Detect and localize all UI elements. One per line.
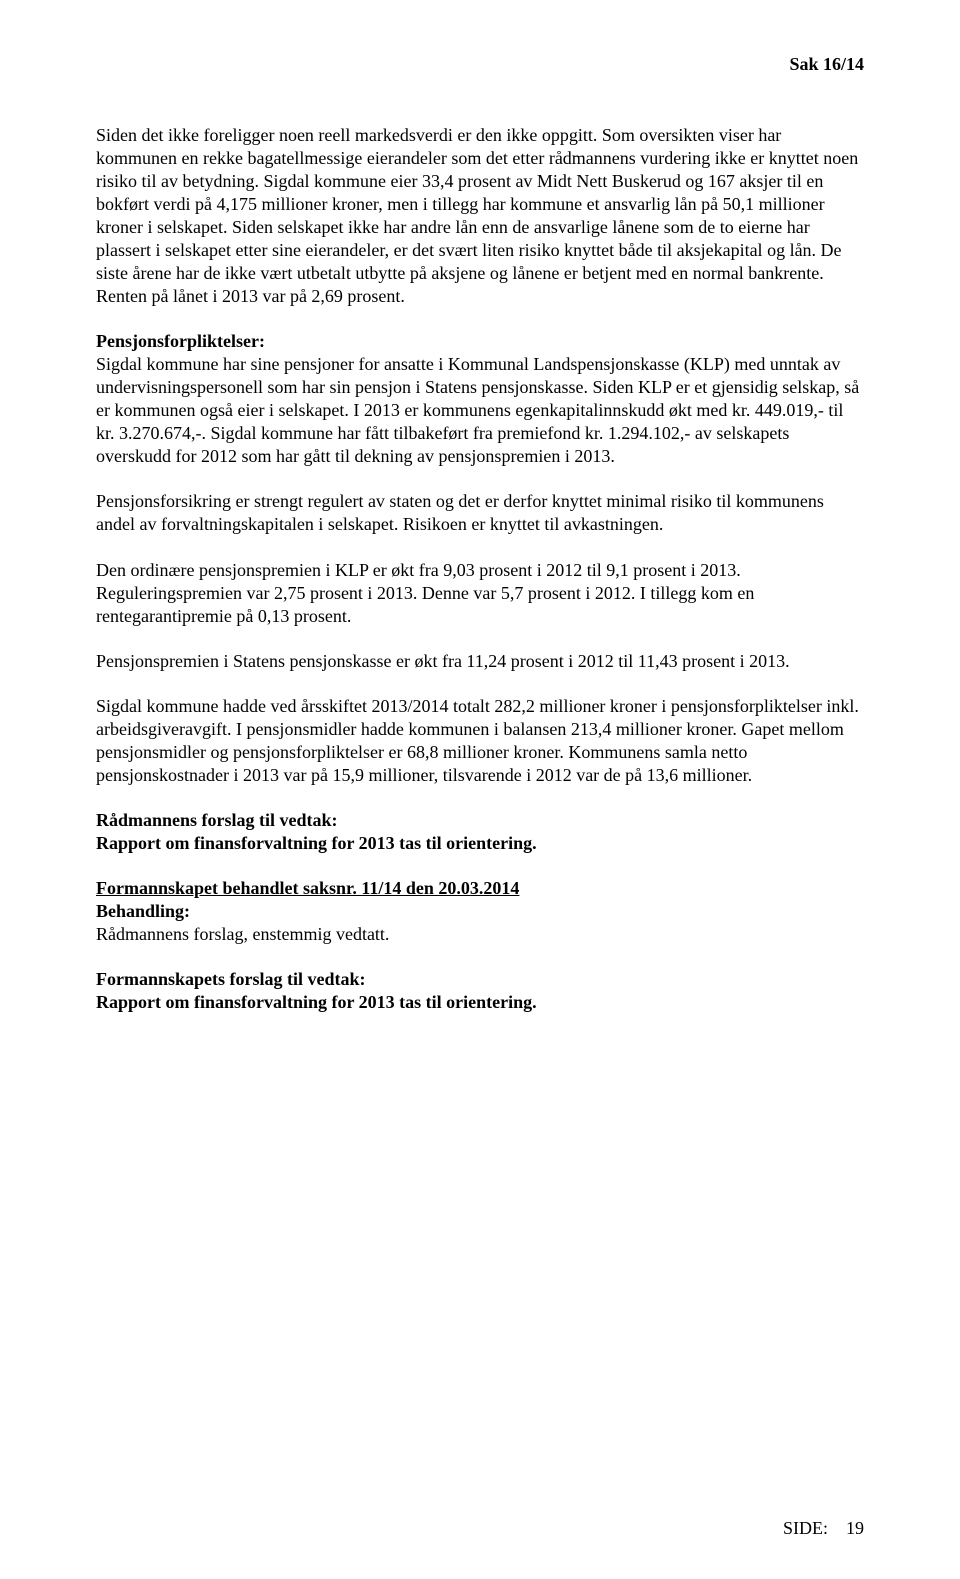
section-formannskapets-forslag: Formannskapets forslag til vedtak: Rappo… <box>96 968 864 1014</box>
page-footer: SIDE: 19 <box>783 1518 864 1539</box>
paragraph-pensjon-1: Sigdal kommune har sine pensjoner for an… <box>96 353 864 468</box>
heading-raadmannens-forslag: Rådmannens forslag til vedtak: <box>96 809 864 832</box>
heading-formannskapets-forslag: Formannskapets forslag til vedtak: <box>96 968 864 991</box>
document-body: Siden det ikke foreligger noen reell mar… <box>96 124 864 1014</box>
heading-behandling: Behandling: <box>96 900 864 923</box>
paragraph-pensjon-3: Den ordinære pensjonspremien i KLP er øk… <box>96 559 864 628</box>
section-pensjonsforpliktelser: Pensjonsforpliktelser: Sigdal kommune ha… <box>96 330 864 468</box>
paragraph-pensjon-2: Pensjonsforsikring er strengt regulert a… <box>96 490 864 536</box>
footer-label: SIDE: <box>783 1518 828 1538</box>
paragraph-pensjon-4: Pensjonspremien i Statens pensjonskasse … <box>96 650 864 673</box>
footer-page-number: 19 <box>846 1518 864 1538</box>
paragraph-intro: Siden det ikke foreligger noen reell mar… <box>96 124 864 308</box>
case-reference: Sak 16/14 <box>789 54 864 75</box>
text-behandling: Rådmannens forslag, enstemmig vedtatt. <box>96 923 864 946</box>
paragraph-pensjon-5: Sigdal kommune hadde ved årsskiftet 2013… <box>96 695 864 787</box>
text-formannskapets-forslag: Rapport om finansforvaltning for 2013 ta… <box>96 991 864 1014</box>
text-raadmannens-forslag: Rapport om finansforvaltning for 2013 ta… <box>96 832 864 855</box>
case-reference-text: Sak 16/14 <box>789 54 864 74</box>
heading-pensjonsforpliktelser: Pensjonsforpliktelser: <box>96 330 864 353</box>
section-formannskapet-behandlet: Formannskapet behandlet saksnr. 11/14 de… <box>96 877 864 946</box>
heading-formannskapet-behandlet: Formannskapet behandlet saksnr. 11/14 de… <box>96 877 864 900</box>
document-page: Sak 16/14 Siden det ikke foreligger noen… <box>0 0 960 1579</box>
section-raadmannens-forslag: Rådmannens forslag til vedtak: Rapport o… <box>96 809 864 855</box>
